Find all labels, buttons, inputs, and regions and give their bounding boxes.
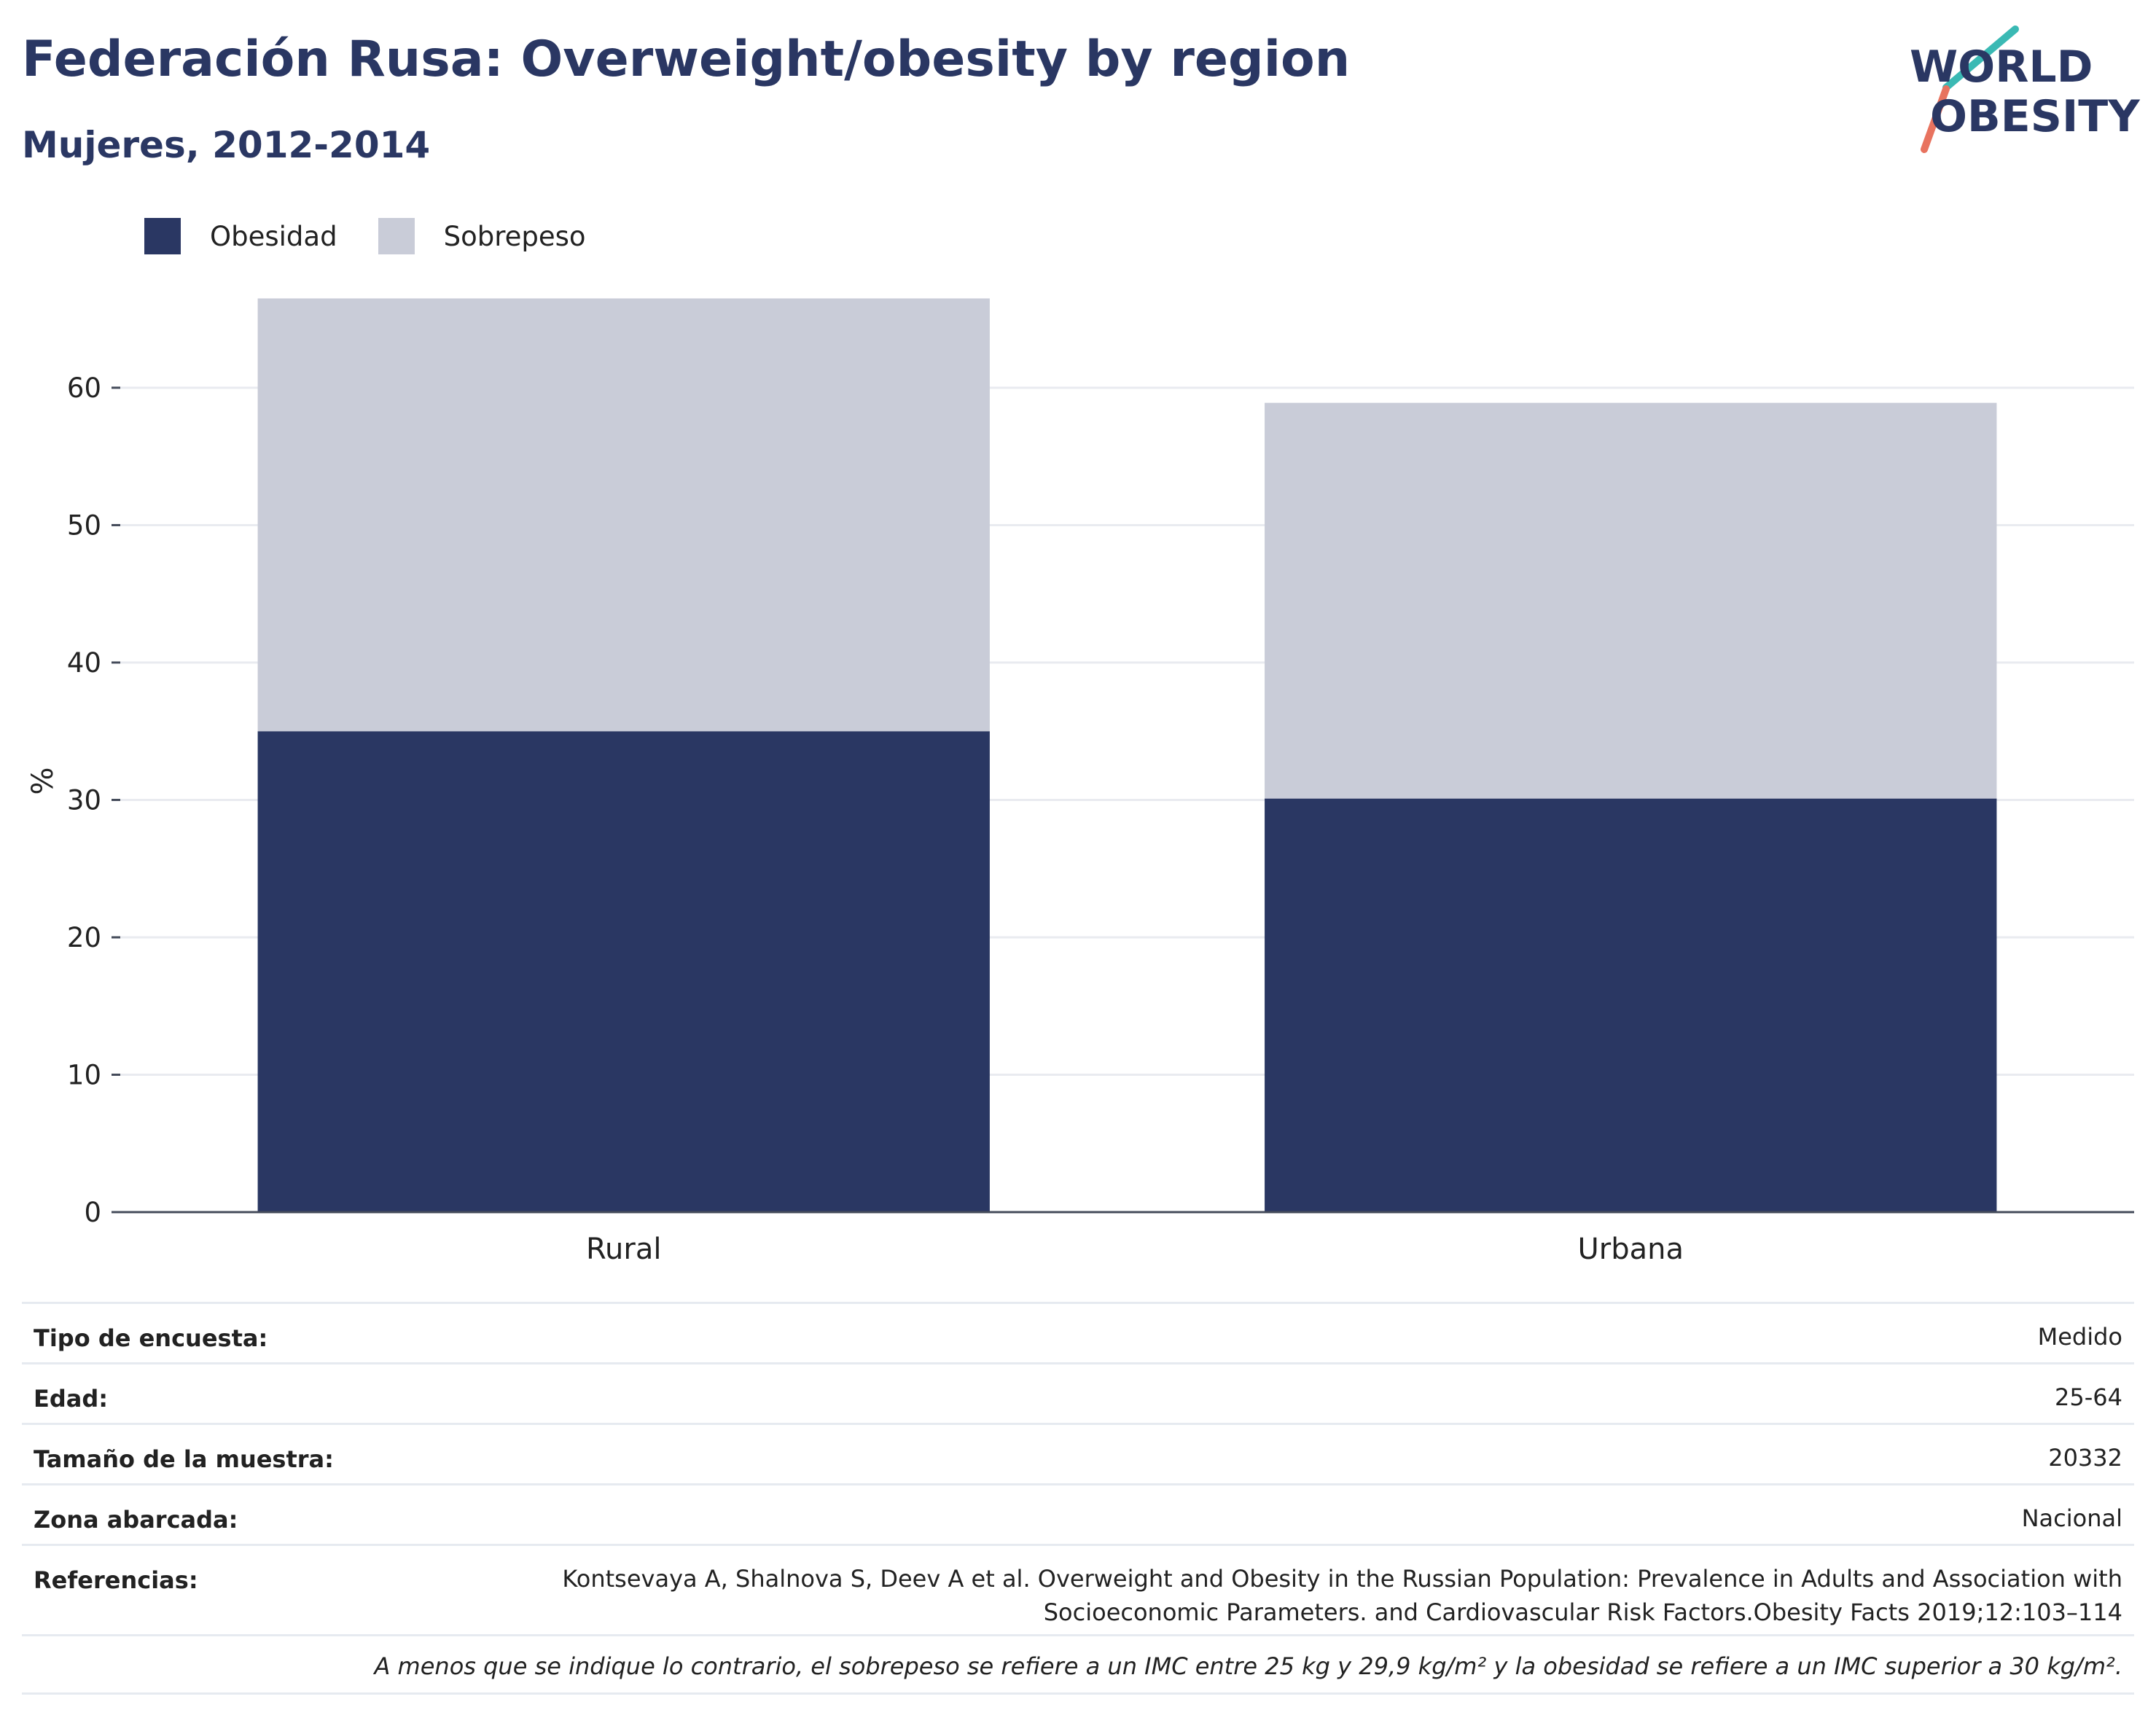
survey-info-table: Tipo de encuesta: Medido Edad: 25-64 Tam… xyxy=(22,1302,2134,1695)
info-value: Nacional xyxy=(2021,1504,2122,1532)
logo-line1: WORLD xyxy=(1910,42,2093,93)
logo-line2: OBESITY xyxy=(1930,91,2141,142)
bar-sobrepeso-urbana xyxy=(1265,402,1997,799)
legend-swatch-obesidad xyxy=(144,218,181,254)
y-tick-label: 20 xyxy=(67,922,101,953)
y-tick-label: 60 xyxy=(67,372,101,404)
info-key: Tamaño de la muestra: xyxy=(34,1445,334,1473)
info-key: Zona abarcada: xyxy=(34,1506,238,1534)
bar-obesidad-rural xyxy=(257,731,990,1212)
info-row-age: Edad: 25-64 xyxy=(22,1362,2134,1423)
y-tick-label: 10 xyxy=(67,1059,101,1090)
info-row-survey-type: Tipo de encuesta: Medido xyxy=(22,1302,2134,1362)
info-row-sample-size: Tamaño de la muestra: 20332 xyxy=(22,1423,2134,1483)
references-line-2: Socioeconomic Parameters. and Cardiovasc… xyxy=(1043,1598,2122,1626)
bar-obesidad-urbana xyxy=(1265,798,1997,1212)
stacked-bar-chart: 0 10 20 30 40 50 60% Rural Urbana xyxy=(26,298,2134,1266)
legend-label-sobrepeso: Sobrepeso xyxy=(443,220,586,252)
y-tick-label: 30 xyxy=(67,784,101,816)
info-value: 25-64 xyxy=(2055,1383,2122,1411)
info-key: Edad: xyxy=(34,1385,109,1413)
chart-subtitle: Mujeres, 2012-2014 xyxy=(22,124,431,166)
x-tick-label: Urbana xyxy=(1578,1233,1684,1266)
bar-sobrepeso-rural xyxy=(257,298,990,732)
x-tick-label: Rural xyxy=(586,1233,661,1266)
references-text: Kontsevaya A, Shalnova S, Deev A et al. … xyxy=(562,1562,2122,1629)
info-key: Referencias: xyxy=(34,1566,198,1594)
info-key: Tipo de encuesta: xyxy=(34,1324,268,1352)
y-tick-label: 0 xyxy=(84,1197,101,1228)
legend-swatch-sobrepeso xyxy=(378,218,415,254)
info-value: Medido xyxy=(2037,1323,2122,1351)
world-obesity-logo: WORLD OBESITY xyxy=(1910,26,2141,153)
info-value: 20332 xyxy=(2048,1444,2122,1472)
info-row-area: Zona abarcada: Nacional xyxy=(22,1483,2134,1544)
y-axis-title: % xyxy=(26,767,60,794)
references-line-1: Kontsevaya A, Shalnova S, Deev A et al. … xyxy=(562,1565,2122,1593)
y-tick-label: 50 xyxy=(67,509,101,541)
legend-label-obesidad: Obesidad xyxy=(210,220,337,252)
y-tick-label: 40 xyxy=(67,647,101,679)
chart-title: Federación Rusa: Overweight/obesity by r… xyxy=(22,31,1351,88)
info-row-references: Referencias: Kontsevaya A, Shalnova S, D… xyxy=(22,1544,2134,1634)
chart-legend: Obesidad Sobrepeso xyxy=(144,216,627,257)
legend-item-obesidad[interactable]: Obesidad xyxy=(144,218,337,254)
legend-item-sobrepeso[interactable]: Sobrepeso xyxy=(378,218,586,254)
bmi-footnote: A menos que se indique lo contrario, el … xyxy=(22,1634,2134,1695)
footnote-text: A menos que se indique lo contrario, el … xyxy=(374,1652,2122,1680)
